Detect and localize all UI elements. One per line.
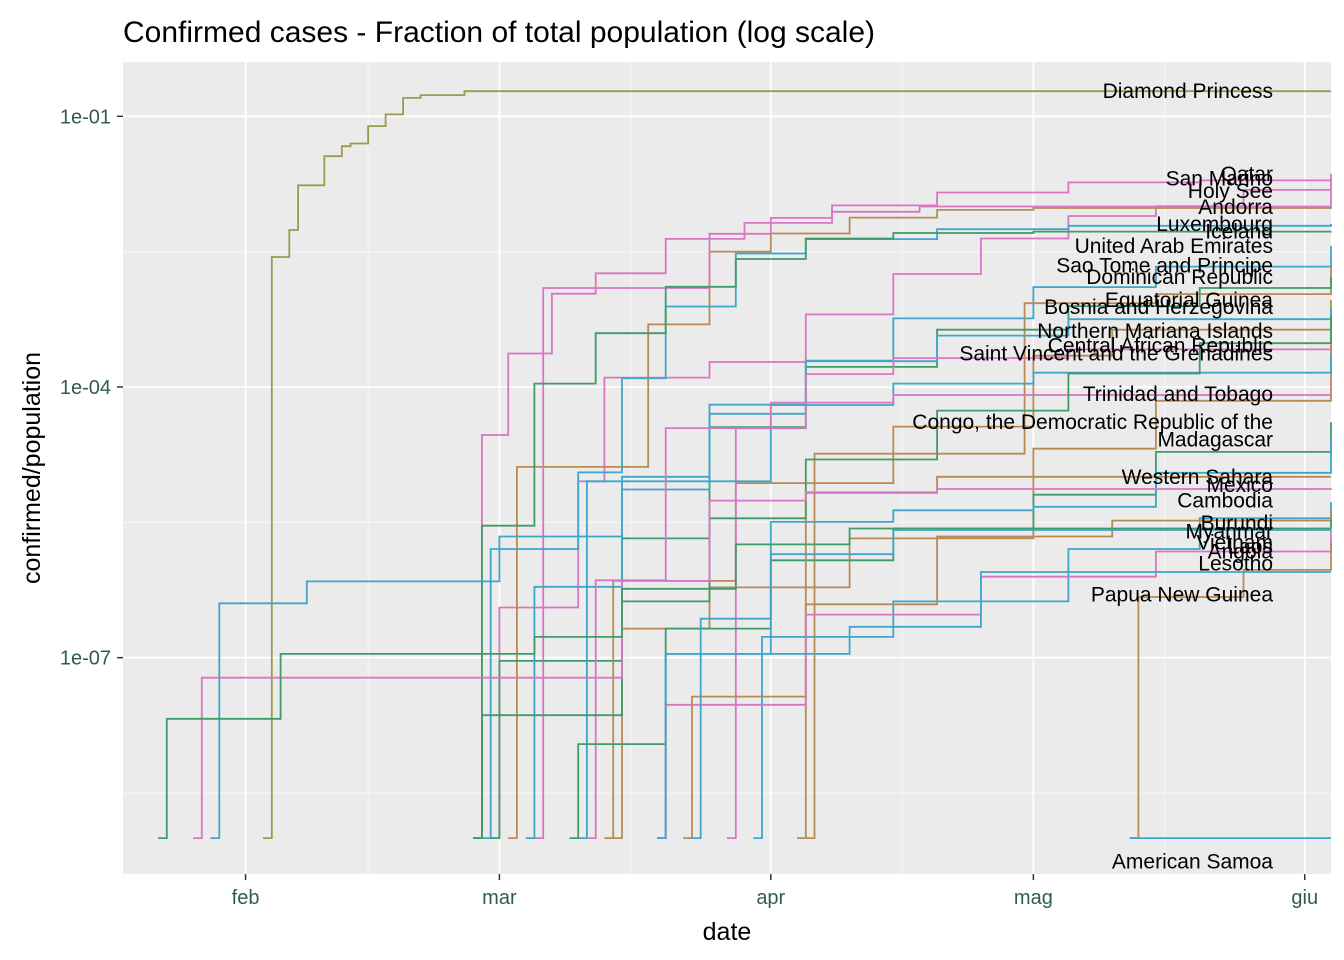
series-label: Papua New Guinea <box>1091 584 1273 607</box>
series-label: Qatar <box>1220 163 1273 186</box>
series-label: Burundi <box>1201 512 1273 535</box>
series-line <box>692 529 1331 839</box>
x-tick-label: mar <box>482 887 517 909</box>
series-line <box>263 90 1331 839</box>
series-line <box>805 265 1332 839</box>
series-label: Andorra <box>1198 196 1273 219</box>
y-tick-label: 1e-01 <box>60 106 111 128</box>
series-line <box>193 488 1332 839</box>
series-line <box>534 190 1332 839</box>
chart-title: Confirmed cases - Fraction of total popu… <box>123 16 875 49</box>
series-label: Cambodia <box>1177 490 1273 513</box>
series-line <box>683 510 1332 839</box>
series-line <box>473 315 1332 839</box>
series-label: Luxembourg <box>1156 213 1273 236</box>
series-label: Myanmar <box>1185 521 1273 544</box>
series-line <box>508 206 1332 839</box>
series-label: United Arab Emirates <box>1075 235 1273 258</box>
series-label: San Marino <box>1166 167 1273 190</box>
series-label: Bosnia and Herzegovina <box>1044 296 1273 319</box>
series-label: Lesotho <box>1198 553 1273 576</box>
series-line <box>473 230 1332 839</box>
series-label: Northern Mariana Islands <box>1037 320 1273 343</box>
series-label: Iceland <box>1205 220 1273 243</box>
series-line <box>586 393 1332 839</box>
x-axis-title: date <box>703 918 752 946</box>
series-label: Saint Vincent and the Grenadines <box>959 343 1273 366</box>
y-axis: 1e-01 1e-04 1e-07 <box>60 106 123 670</box>
series-label: American Samoa <box>1112 851 1273 874</box>
series-label: Holy See <box>1188 180 1273 203</box>
series-line <box>657 571 1331 839</box>
series-label: Laos <box>1227 536 1273 559</box>
series-label: Congo, the Democratic Republic of the <box>912 411 1273 434</box>
y-tick-label: 1e-07 <box>60 648 111 670</box>
series-line <box>569 422 1332 839</box>
series-label: Madagascar <box>1157 428 1273 451</box>
series-label: Equatorial Guinea <box>1105 289 1273 312</box>
x-tick-label: apr <box>756 887 785 909</box>
plot-panel <box>123 62 1331 874</box>
series-label: Angola <box>1208 541 1274 564</box>
series-label: Vietnam <box>1196 531 1273 554</box>
series-label: Dominican Republic <box>1086 266 1273 289</box>
series-label: Sao Tome and Principe <box>1056 255 1273 278</box>
x-tick-label: feb <box>232 887 260 909</box>
series-line <box>473 178 1332 839</box>
series-label: Trinidad and Tobago <box>1083 383 1273 406</box>
series-line <box>158 519 1332 839</box>
series-label: Western Sahara <box>1122 466 1274 489</box>
series-lines <box>158 90 1332 839</box>
series-label: Central African Republic <box>1048 334 1273 357</box>
x-tick-label: giu <box>1291 887 1318 909</box>
x-axis: feb mar apr mag giu <box>232 874 1318 909</box>
series-label: Diamond Princess <box>1103 80 1273 103</box>
x-tick-label: mag <box>1014 887 1053 909</box>
y-tick-label: 1e-04 <box>60 377 111 399</box>
series-line <box>481 224 1332 839</box>
y-axis-title: confirmed/population <box>18 352 46 584</box>
series-label: Mexico <box>1206 474 1273 497</box>
